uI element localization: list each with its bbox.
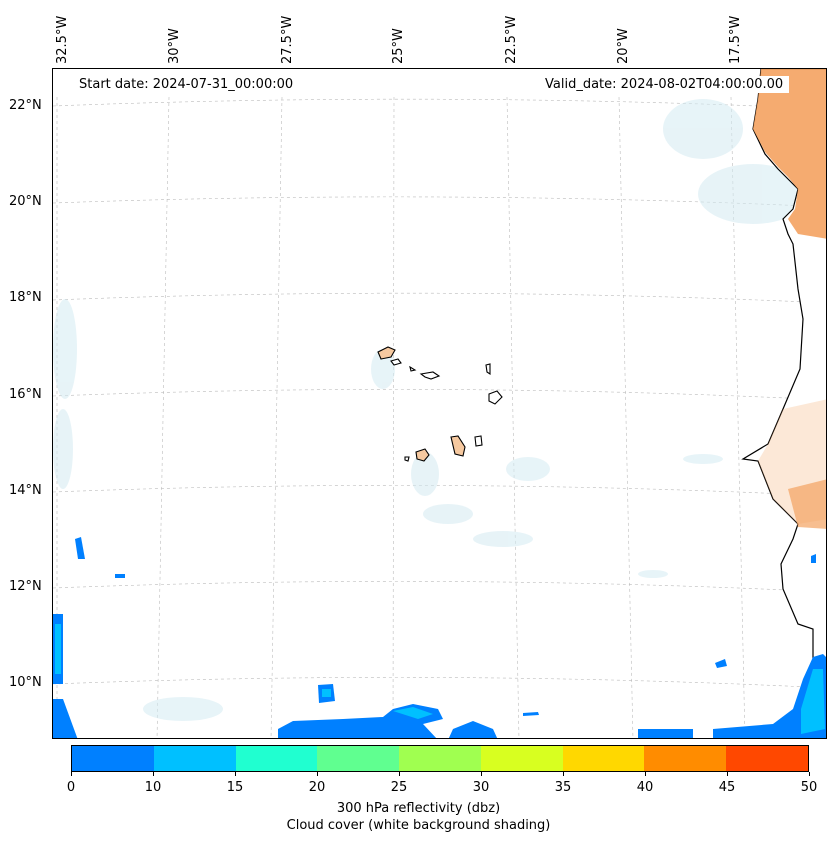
colorbar-tick — [317, 772, 318, 776]
colorbar-tick-label: 50 — [800, 780, 818, 795]
colorbar-segment — [480, 746, 563, 771]
lon-gridline — [270, 96, 283, 738]
island — [474, 435, 483, 447]
colorbar-tick-label: 20 — [308, 780, 326, 795]
map-panel — [52, 68, 827, 739]
lon-gridline — [730, 96, 746, 738]
island — [409, 365, 417, 372]
colorbar-tick-label: 0 — [66, 780, 76, 795]
cloud-shading — [53, 99, 808, 721]
colorbar-tick-label: 10 — [144, 780, 162, 795]
lat-gridline — [53, 485, 826, 497]
colorbar-segment — [235, 746, 318, 771]
latitude-label: 20°N — [9, 194, 42, 209]
reflectivity-patch — [811, 554, 816, 563]
colorbar-tick — [235, 772, 236, 776]
longitude-label: 17.5°W — [728, 15, 743, 64]
longitude-label: 22.5°W — [504, 15, 519, 64]
colorbar-tick-label: 30 — [472, 780, 490, 795]
lon-gridline — [506, 96, 520, 738]
reflectivity-patch — [801, 669, 825, 734]
colorbar-segment — [399, 746, 481, 771]
island — [488, 390, 503, 405]
island — [377, 346, 396, 360]
colorbar-segment — [562, 746, 645, 771]
colorbar-segment — [317, 746, 400, 771]
colorbar-segment — [644, 746, 727, 771]
island — [485, 363, 491, 376]
island — [450, 435, 466, 457]
reflectivity-patch — [393, 707, 433, 719]
colorbar-tick — [727, 772, 728, 776]
reflectivity-patch — [523, 712, 539, 716]
reflectivity-patch — [638, 729, 693, 738]
start-date-label: Start date: 2024-07-31_00:00:00 — [73, 76, 300, 93]
africa-land-shading-gambia — [788, 479, 826, 529]
africa-coast — [741, 69, 826, 738]
longitude-label: 32.5°W — [55, 15, 70, 64]
latitude-label: 18°N — [9, 290, 42, 305]
reflectivity-patch — [715, 659, 727, 668]
island — [415, 448, 430, 462]
colorbar-tick-label: 45 — [718, 780, 736, 795]
map-canvas — [53, 69, 826, 738]
colorbar-tick — [71, 772, 72, 776]
colorbar-segment — [72, 746, 154, 771]
colorbar — [71, 745, 809, 772]
colorbar-segment — [153, 746, 236, 771]
lon-gridline — [618, 96, 634, 738]
reflectivity-patches — [53, 537, 826, 738]
island — [390, 358, 402, 366]
lat-gridline — [53, 292, 826, 304]
colorbar-tick-label: 35 — [554, 780, 572, 795]
latitude-label: 12°N — [9, 579, 42, 594]
colorbar-tick-label: 25 — [390, 780, 408, 795]
colorbar-tick — [563, 772, 564, 776]
colorbar-tick-label: 40 — [636, 780, 654, 795]
colorbar-tick — [809, 772, 810, 776]
reflectivity-patch — [713, 654, 826, 738]
colorbar-tick — [645, 772, 646, 776]
colorbar-tick-label: 15 — [226, 780, 244, 795]
lon-gridline — [156, 96, 170, 738]
latitude-label: 22°N — [9, 98, 42, 113]
reflectivity-patch — [115, 574, 125, 578]
cape-verde-islands — [377, 346, 503, 462]
reflectivity-patch — [448, 721, 498, 738]
valid-date-label: Valid_date: 2024-08-02T04:00:00.00 — [539, 76, 790, 93]
lat-gridline — [53, 581, 826, 593]
colorbar-tick — [481, 772, 482, 776]
lon-gridline — [392, 96, 395, 738]
reflectivity-patch — [53, 699, 78, 738]
longitude-label: 27.5°W — [280, 15, 295, 64]
colorbar-segment — [726, 746, 809, 771]
reflectivity-patch — [75, 537, 85, 559]
longitude-label: 25°W — [391, 28, 406, 64]
longitude-label: 30°W — [167, 28, 182, 64]
lat-gridline — [53, 389, 826, 401]
latitude-label: 16°N — [9, 387, 42, 402]
longitude-label: 20°W — [616, 28, 631, 64]
island — [404, 456, 410, 462]
reflectivity-patch — [322, 689, 331, 697]
latitude-label: 14°N — [9, 483, 42, 498]
island — [419, 371, 441, 380]
colorbar-tick — [399, 772, 400, 776]
colorbar-sublabel: Cloud cover (white background shading) — [286, 818, 551, 833]
colorbar-label: 300 hPa reflectivity (dbz) — [336, 801, 501, 816]
colorbar-tick — [153, 772, 154, 776]
reflectivity-patch — [55, 624, 61, 674]
africa-land-shading-north — [753, 69, 826, 239]
latitude-label: 10°N — [9, 675, 42, 690]
lat-gridline — [53, 677, 826, 689]
